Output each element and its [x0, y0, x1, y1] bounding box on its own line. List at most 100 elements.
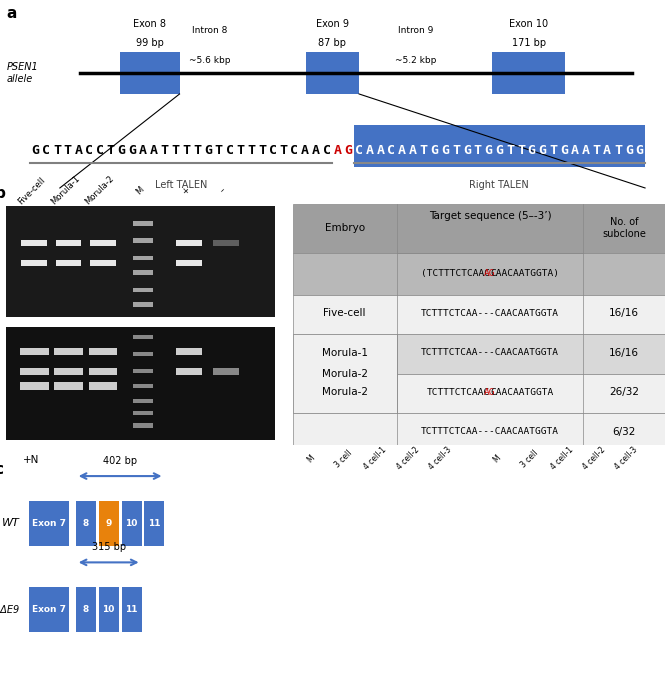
Text: G: G — [528, 145, 536, 158]
Bar — [20, 382, 49, 390]
Text: G: G — [560, 145, 568, 158]
Bar — [176, 240, 201, 246]
Text: TCTTTCTCAA---CAACAATGGTA: TCTTTCTCAA---CAACAATGGTA — [421, 309, 559, 318]
Text: 8: 8 — [82, 519, 89, 528]
Text: Morula-2: Morula-2 — [322, 387, 368, 397]
Text: T: T — [161, 145, 169, 158]
Bar — [293, 253, 665, 295]
Bar — [293, 295, 665, 334]
Text: PSEN1
allele: PSEN1 allele — [7, 62, 39, 84]
Bar — [308, 534, 321, 538]
Bar — [522, 540, 543, 548]
Text: 87 bp: 87 bp — [319, 38, 346, 48]
Text: G: G — [431, 145, 439, 158]
Bar — [20, 348, 49, 356]
Bar — [133, 271, 153, 275]
Bar — [293, 374, 665, 413]
Bar — [368, 523, 390, 532]
Text: A: A — [366, 145, 374, 158]
Bar — [21, 260, 47, 266]
Bar — [29, 501, 68, 546]
Text: b: b — [0, 186, 5, 201]
Bar — [88, 368, 117, 375]
Text: Five-cell: Five-cell — [16, 175, 47, 206]
Bar — [308, 501, 321, 505]
Text: Morula-2: Morula-2 — [322, 369, 368, 379]
Bar — [133, 369, 153, 373]
Text: T: T — [258, 145, 266, 158]
Text: ~5.6 kbp: ~5.6 kbp — [189, 55, 230, 64]
Bar — [56, 240, 82, 246]
Text: Exon 7: Exon 7 — [32, 519, 66, 528]
Text: CAACAATGGTA): CAACAATGGTA) — [490, 269, 559, 278]
Text: TCTTTCTCAAC: TCTTTCTCAAC — [427, 388, 490, 397]
Bar — [98, 501, 118, 546]
Bar — [336, 511, 357, 519]
Bar — [494, 517, 507, 521]
Text: 10: 10 — [125, 519, 138, 528]
Text: Exon 10: Exon 10 — [509, 18, 548, 29]
Text: T: T — [506, 145, 514, 158]
Text: T: T — [64, 145, 72, 158]
Bar — [336, 540, 357, 548]
Text: +: + — [180, 185, 191, 196]
Text: G: G — [485, 145, 493, 158]
Text: C: C — [269, 145, 277, 158]
Bar — [133, 411, 153, 415]
Bar — [133, 423, 153, 427]
Text: G: G — [539, 145, 547, 158]
Text: C: C — [225, 145, 233, 158]
Text: C: C — [96, 145, 104, 158]
Bar — [6, 327, 275, 440]
Text: G: G — [636, 145, 644, 158]
Bar — [90, 260, 116, 266]
Text: 9: 9 — [106, 519, 112, 528]
Text: 8: 8 — [82, 605, 89, 614]
Text: T: T — [215, 145, 223, 158]
Bar — [176, 368, 201, 375]
Text: A: A — [603, 145, 611, 158]
Text: G: G — [204, 145, 212, 158]
Text: Morula-1: Morula-1 — [322, 348, 368, 358]
Text: A: A — [312, 145, 320, 158]
Bar — [122, 587, 142, 632]
Bar — [133, 317, 153, 322]
Text: G: G — [463, 145, 471, 158]
Text: 402 bp: 402 bp — [103, 456, 137, 466]
Text: T: T — [420, 145, 428, 158]
Text: C: C — [291, 145, 299, 158]
Bar — [98, 587, 118, 632]
Bar — [308, 566, 321, 571]
Bar — [76, 587, 96, 632]
Text: Left TALEN: Left TALEN — [155, 180, 207, 190]
Text: M: M — [491, 453, 503, 464]
Text: T: T — [549, 145, 557, 158]
Bar — [308, 599, 321, 603]
Bar — [494, 566, 507, 571]
Text: 3 cell: 3 cell — [519, 448, 540, 469]
Text: G: G — [344, 145, 352, 158]
Text: A: A — [376, 145, 384, 158]
Text: a: a — [7, 5, 17, 21]
Bar — [55, 368, 83, 375]
Text: M: M — [305, 453, 317, 464]
Bar — [90, 240, 116, 246]
Text: T: T — [172, 145, 180, 158]
Bar — [354, 125, 645, 167]
Bar — [494, 534, 507, 538]
Bar — [293, 334, 665, 374]
Text: 171 bp: 171 bp — [511, 38, 546, 48]
Bar — [293, 334, 397, 413]
Text: PSEN1-ΔE9: PSEN1-ΔE9 — [0, 605, 20, 614]
Text: 315 bp: 315 bp — [92, 542, 126, 552]
Text: 10: 10 — [102, 605, 115, 614]
Text: G: G — [118, 145, 126, 158]
Text: T: T — [473, 145, 481, 158]
Bar — [368, 552, 390, 560]
Bar — [133, 347, 153, 351]
Bar — [213, 368, 239, 375]
Text: A: A — [150, 145, 158, 158]
Text: G: G — [625, 145, 633, 158]
Text: –: – — [218, 186, 227, 195]
Text: G: G — [495, 145, 503, 158]
